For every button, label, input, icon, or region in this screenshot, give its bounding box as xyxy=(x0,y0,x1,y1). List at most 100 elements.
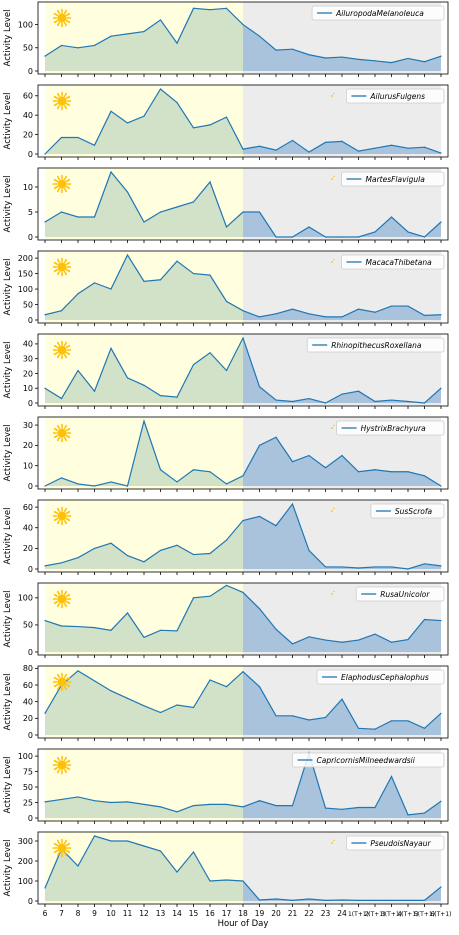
legend-label: RusaUnicolor xyxy=(380,590,430,599)
data-point xyxy=(291,48,294,50)
y-tick-label: 100 xyxy=(18,20,33,29)
panel-PseudoisNayaur: 0 100 200 300 Activity Level PseudoisNayaur xyxy=(3,831,449,907)
data-point xyxy=(126,612,129,614)
y-tick-label: 0 xyxy=(28,316,33,325)
moon-icon xyxy=(331,590,338,605)
data-point xyxy=(242,591,244,594)
y-tick-label: 0 xyxy=(28,814,33,823)
data-point xyxy=(423,475,426,477)
day-area xyxy=(45,8,243,72)
legend-label: SusScrofa xyxy=(395,507,433,516)
legend-box xyxy=(311,5,445,21)
data-point xyxy=(225,879,228,881)
data-point xyxy=(225,686,228,688)
data-point xyxy=(407,147,409,149)
y-tick-label: 5 xyxy=(28,208,33,217)
data-point xyxy=(258,316,261,318)
sun-icon xyxy=(52,755,72,775)
data-point xyxy=(242,148,244,150)
data-point xyxy=(374,231,376,233)
data-point xyxy=(44,712,46,714)
data-point xyxy=(440,387,442,389)
data-point xyxy=(60,477,63,479)
data-point xyxy=(440,221,442,223)
data-point xyxy=(126,122,129,124)
data-point xyxy=(209,181,211,183)
x-tick-label: 10 xyxy=(106,909,116,918)
data-point xyxy=(77,216,79,218)
data-point xyxy=(93,835,96,837)
data-point xyxy=(192,851,195,853)
night-area xyxy=(243,437,441,486)
y-tick-label: 0 xyxy=(28,67,33,76)
y-tick-label: 50 xyxy=(23,783,33,792)
data-point xyxy=(357,390,360,392)
x-tick-label: 14 xyxy=(172,909,182,918)
data-point xyxy=(324,316,327,318)
x-tick-label: 8 xyxy=(76,909,81,918)
y-tick-label: 10 xyxy=(23,384,33,393)
data-point xyxy=(209,880,211,882)
y-tick-label: 40 xyxy=(23,524,33,533)
y-tick-label: 20 xyxy=(23,544,33,553)
data-point xyxy=(192,469,195,471)
data-point xyxy=(93,485,96,487)
y-tick-label: 50 xyxy=(23,300,33,309)
legend-box xyxy=(345,835,445,851)
data-point xyxy=(291,139,294,142)
y-tick-label: 300 xyxy=(18,837,33,846)
data-point xyxy=(225,539,228,541)
data-point xyxy=(357,236,360,238)
data-point xyxy=(110,35,112,37)
data-point xyxy=(374,400,376,403)
data-point xyxy=(374,633,376,635)
data-point xyxy=(126,33,129,35)
data-point xyxy=(324,566,327,568)
data-point xyxy=(44,887,46,889)
data-point xyxy=(258,899,261,901)
night-area xyxy=(243,753,441,818)
data-point xyxy=(275,715,277,717)
data-point xyxy=(374,60,376,62)
data-point xyxy=(440,800,442,802)
data-point xyxy=(143,705,145,707)
data-point xyxy=(407,720,409,722)
moon-icon xyxy=(331,424,338,439)
data-point xyxy=(44,153,46,155)
data-point xyxy=(440,619,442,622)
data-point xyxy=(126,485,129,487)
data-point xyxy=(143,384,145,386)
y-tick-label: 30 xyxy=(23,354,33,363)
data-point xyxy=(77,670,79,672)
data-point xyxy=(374,566,376,568)
legend: RusaUnicolor xyxy=(355,586,445,602)
data-point xyxy=(93,282,96,284)
data-point xyxy=(192,7,195,9)
legend-box xyxy=(341,254,445,270)
data-point xyxy=(192,201,195,203)
data-point xyxy=(341,393,343,395)
data-point xyxy=(423,812,426,814)
night-area xyxy=(243,504,441,569)
y-axis-label: Activity Level xyxy=(3,176,13,233)
data-point xyxy=(159,395,162,397)
data-point xyxy=(275,628,277,630)
y-tick-label: 20 xyxy=(23,714,33,723)
data-point xyxy=(291,503,294,505)
data-point xyxy=(308,313,310,315)
legend: CapricornisMilneedwardsii xyxy=(292,752,445,768)
legend-label: ElaphodusCephalophus xyxy=(341,673,429,682)
y-tick-label: 20 xyxy=(23,441,33,450)
data-point xyxy=(225,803,228,805)
data-point xyxy=(324,402,327,404)
data-point xyxy=(275,399,277,401)
x-tick-label: 24 xyxy=(337,909,347,918)
data-point xyxy=(390,305,393,307)
y-tick-label: 100 xyxy=(18,752,33,761)
legend-label: AilurusFulgens xyxy=(369,92,425,101)
data-point xyxy=(225,369,228,372)
y-axis-label: Activity Level xyxy=(3,425,13,482)
night-area xyxy=(243,140,441,154)
moon-icon xyxy=(331,507,338,522)
